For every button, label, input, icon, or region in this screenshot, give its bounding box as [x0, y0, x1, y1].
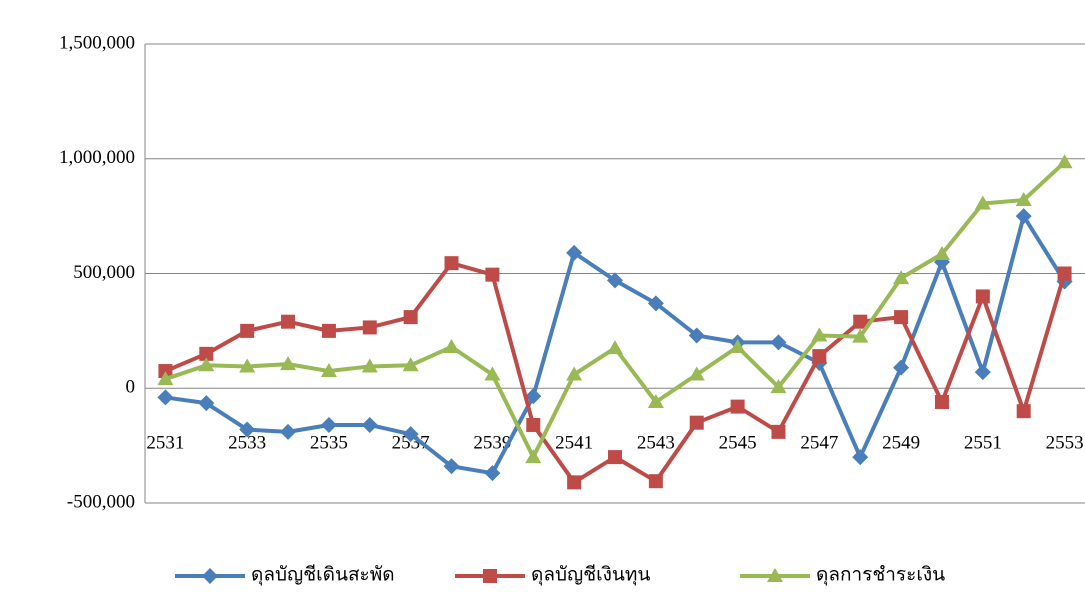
data-point: [157, 389, 173, 405]
data-point: [525, 449, 541, 463]
data-point: [240, 324, 254, 338]
data-point: [812, 349, 826, 363]
legend-label: ดุลการชำระเงิน: [816, 564, 945, 586]
data-point: [444, 339, 460, 353]
data-point: [281, 315, 295, 329]
data-point: [770, 334, 786, 350]
data-point: [607, 340, 623, 354]
data-point: [976, 289, 990, 303]
x-tick-label: 2551: [964, 433, 1002, 454]
chart: -500,000 0 500,000 1,000,000 1,500,000 2531 25…: [0, 0, 1085, 592]
data-point: [731, 400, 745, 414]
data-point: [771, 425, 785, 439]
data-point: [1058, 267, 1072, 281]
x-tick-label: 2553: [1046, 433, 1084, 454]
data-point: [280, 424, 296, 440]
y-tick-label: 500,000: [73, 262, 135, 283]
y-tick-label: 1,000,000: [59, 147, 135, 168]
x-tick-label: 2541: [555, 433, 593, 454]
data-point: [567, 475, 581, 489]
data-point: [893, 360, 909, 376]
data-point: [322, 324, 336, 338]
x-tick-label: 2531: [146, 433, 184, 454]
data-point: [649, 474, 663, 488]
data-point: [321, 417, 337, 433]
y-tick-label: 1,500,000: [59, 32, 135, 53]
data-point: [526, 418, 540, 432]
series-line: [165, 162, 1064, 457]
data-point: [935, 395, 949, 409]
data-point: [1057, 154, 1073, 168]
data-point: [852, 449, 868, 465]
legend-label: ดุลบัญชีเดินสะพัด: [251, 563, 395, 586]
data-point: [362, 417, 378, 433]
y-tick-label: 0: [126, 377, 136, 398]
data-point: [404, 310, 418, 324]
data-point: [484, 465, 500, 481]
x-tick-label: 2543: [637, 433, 675, 454]
data-point: [1017, 404, 1031, 418]
data-point: [690, 416, 704, 430]
data-point: [975, 364, 991, 380]
data-point: [894, 310, 908, 324]
data-point: [363, 320, 377, 334]
legend-marker: [483, 569, 497, 583]
x-tick-label: 2547: [800, 433, 838, 454]
x-tick-label: 2535: [310, 433, 348, 454]
data-point: [485, 268, 499, 282]
legend-label: ดุลบัญชีเงินทุน: [531, 563, 650, 586]
legend-marker: [202, 568, 218, 584]
y-tick-label: -500,000: [67, 491, 135, 512]
x-tick-label: 2545: [719, 433, 757, 454]
x-tick-label: 2549: [882, 433, 920, 454]
data-point: [445, 256, 459, 270]
data-point: [608, 450, 622, 464]
